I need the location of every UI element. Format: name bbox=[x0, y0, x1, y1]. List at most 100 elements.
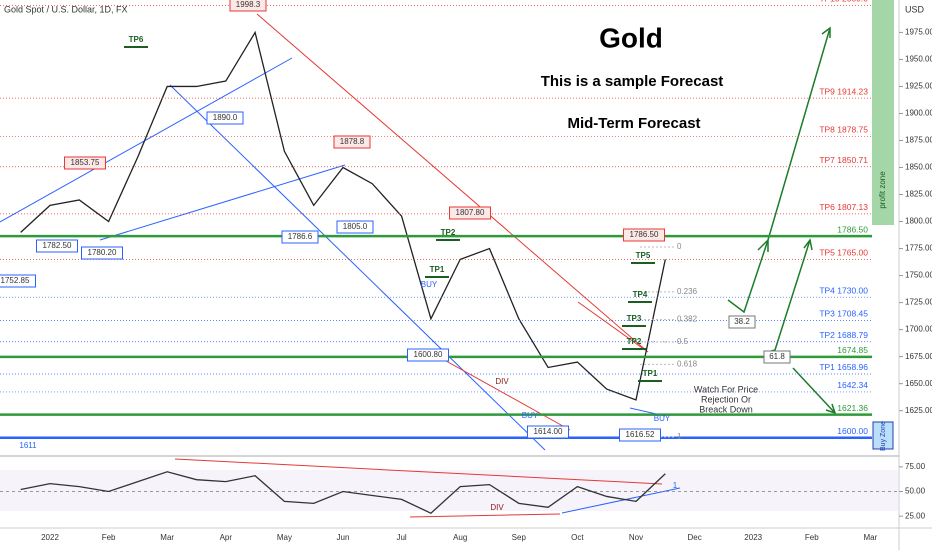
level-label: 1642.34 bbox=[837, 380, 868, 390]
annotation: 1611 bbox=[19, 441, 37, 450]
y-tick-label: 1700.00 bbox=[905, 325, 932, 334]
fib-label: 0.5 bbox=[677, 337, 689, 346]
fib-label: 0 bbox=[677, 242, 682, 251]
annotation: 1600.80 bbox=[414, 350, 443, 359]
price-box bbox=[36, 239, 78, 253]
price-box bbox=[407, 348, 449, 362]
buy-zone bbox=[872, 421, 894, 450]
x-tick-label: Oct bbox=[571, 533, 584, 542]
level-label: TP9 1914.23 bbox=[819, 86, 868, 96]
annotation: DIV bbox=[490, 503, 504, 512]
annotation: 1616.52 bbox=[626, 430, 655, 439]
annotation: 1782.50 bbox=[43, 241, 72, 250]
annotation: TP2 bbox=[627, 337, 642, 346]
x-tick-label: Feb bbox=[102, 533, 116, 542]
level-label: 1786.50 bbox=[837, 224, 868, 234]
price-box bbox=[623, 228, 665, 242]
annotation: 1780.20 bbox=[88, 248, 117, 257]
trend-line bbox=[99, 164, 346, 241]
price-box bbox=[763, 350, 791, 364]
y-tick-label: 1775.00 bbox=[905, 244, 932, 253]
level-label: TP2 1688.79 bbox=[819, 330, 868, 340]
x-tick-label: Dec bbox=[687, 533, 701, 542]
x-tick-label: Mar bbox=[864, 533, 878, 542]
annotation: 61.8 bbox=[769, 352, 785, 361]
note: Mid-Term Forecast bbox=[567, 115, 700, 132]
y-tick-label: 1625.00 bbox=[905, 406, 932, 415]
symbol: Gold Spot / U.S. Dollar, 1D, FX bbox=[4, 4, 128, 14]
profit-zone bbox=[872, 0, 894, 225]
price-box bbox=[281, 230, 319, 244]
fib-label: 0.618 bbox=[677, 360, 698, 369]
annotation: BUY bbox=[522, 411, 539, 420]
level-label: TP5 1765.00 bbox=[819, 248, 868, 258]
x-tick-label: Jul bbox=[396, 533, 406, 542]
watch-note: Rejection Or bbox=[701, 394, 751, 404]
level-label: TP1 1658.96 bbox=[819, 362, 868, 372]
level-label: TP10 2000.0 bbox=[819, 0, 868, 4]
x-tick-label: Sep bbox=[512, 533, 527, 542]
level-label: 1674.85 bbox=[837, 345, 868, 355]
subtitle: This is a sample Forecast bbox=[541, 73, 724, 90]
level-label: TP4 1730.00 bbox=[819, 285, 868, 295]
x-tick-label: May bbox=[277, 533, 292, 542]
price-box bbox=[619, 428, 661, 442]
trend-line bbox=[169, 84, 546, 451]
y-tick-label: 25.00 bbox=[905, 511, 926, 520]
annotation: BUY bbox=[654, 414, 671, 423]
trend-line bbox=[429, 351, 571, 431]
y-tick-label: 50.00 bbox=[905, 487, 926, 496]
y-tick-label: 1750.00 bbox=[905, 271, 932, 280]
annotation: 38.2 bbox=[734, 317, 750, 326]
annotation: 1786.50 bbox=[630, 230, 659, 239]
annotation: 1853.75 bbox=[71, 158, 100, 167]
annotation: 1805.0 bbox=[343, 222, 368, 231]
annotation: 1998.3 bbox=[236, 0, 261, 9]
price-box bbox=[0, 274, 36, 288]
annotation: 1 bbox=[673, 481, 678, 490]
x-tick-label: 2023 bbox=[744, 533, 762, 542]
rsi-trend-line bbox=[409, 513, 561, 518]
level-label: TP3 1708.45 bbox=[819, 309, 868, 319]
watch-note: Watch For Price bbox=[694, 384, 758, 394]
y-tick-label: 1850.00 bbox=[905, 163, 932, 172]
y-tick-label: 1650.00 bbox=[905, 379, 932, 388]
x-tick-label: Jun bbox=[337, 533, 350, 542]
y-tick-label: 1825.00 bbox=[905, 190, 932, 199]
title: Gold bbox=[599, 22, 663, 53]
price-box bbox=[206, 111, 244, 125]
watch-note: Breack Down bbox=[699, 404, 753, 414]
y-tick-label: 1975.00 bbox=[905, 28, 932, 37]
annotation: 1752.85 bbox=[1, 276, 30, 285]
trend-line bbox=[0, 57, 293, 223]
arrow-head bbox=[825, 403, 837, 415]
price-box bbox=[728, 315, 756, 329]
price-box bbox=[449, 206, 491, 220]
annotation: TP1 bbox=[430, 265, 445, 274]
y-tick-label: 1950.00 bbox=[905, 55, 932, 64]
price-line bbox=[20, 30, 666, 401]
annotation: TP4 bbox=[633, 290, 648, 299]
level-label: TP7 1850.71 bbox=[819, 155, 868, 165]
profit-zone-label: profit zone bbox=[878, 171, 887, 209]
rsi-trend-line bbox=[174, 458, 663, 485]
rsi-line bbox=[20, 471, 666, 514]
y-tick-label: 1925.00 bbox=[905, 82, 932, 91]
level-label: 1621.36 bbox=[837, 403, 868, 413]
forecast-arrow bbox=[792, 367, 836, 414]
annotation: 1890.0 bbox=[213, 113, 238, 122]
x-tick-label: Apr bbox=[220, 533, 233, 542]
annotation: TP2 bbox=[441, 228, 456, 237]
currency: USD bbox=[905, 4, 925, 14]
x-tick-label: Feb bbox=[805, 533, 819, 542]
price-box bbox=[229, 0, 267, 12]
fib-label: 1 bbox=[677, 432, 682, 441]
trend-line bbox=[256, 13, 649, 353]
annotation: BUY bbox=[421, 280, 438, 289]
y-tick-label: 1900.00 bbox=[905, 109, 932, 118]
y-tick-label: 75.00 bbox=[905, 462, 926, 471]
arrow-head bbox=[821, 26, 831, 38]
price-box bbox=[64, 156, 106, 170]
annotation: 1807.80 bbox=[456, 208, 485, 217]
